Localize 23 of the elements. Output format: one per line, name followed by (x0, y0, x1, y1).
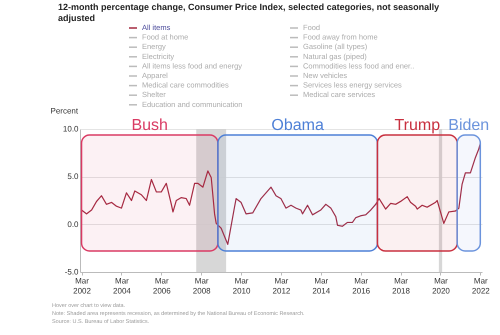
x-tick-label: Mar 2014 (312, 276, 331, 296)
y-tick-label: 10.0 (62, 124, 80, 134)
text: adjusted (58, 13, 96, 23)
band-label: Obama (271, 117, 324, 134)
x-tick-label: Mar 2006 (152, 276, 172, 296)
y-axis-title: Percent (50, 106, 79, 116)
band-label: Trump (394, 117, 440, 134)
x-tick-label: Mar 2002 (73, 276, 92, 296)
y-tick-label: 5.0 (67, 172, 80, 182)
x-tick-label: Mar 2016 (352, 276, 371, 296)
line-series (80, 142, 481, 245)
x-tick-label: Mar 2004 (113, 276, 132, 296)
y-tick-label: 0.0 (67, 220, 80, 229)
x-tick-label: Mar 2022 (472, 276, 490, 296)
y-tick-label: -5.0 (64, 268, 80, 276)
x-tick-label: Mar 2010 (232, 276, 251, 296)
x-tick-label: Mar 2008 (192, 276, 212, 296)
band-label: Biden (448, 117, 490, 134)
text: 12-month percentage change, Consumer Price Index, selected categories, not seasonally (58, 2, 440, 12)
x-tick-label: Mar 2012 (272, 276, 291, 296)
x-tick-label: Mar 2020 (432, 276, 450, 296)
band-label: Bush (131, 117, 168, 134)
x-tick-label: Mar 2018 (392, 276, 410, 296)
